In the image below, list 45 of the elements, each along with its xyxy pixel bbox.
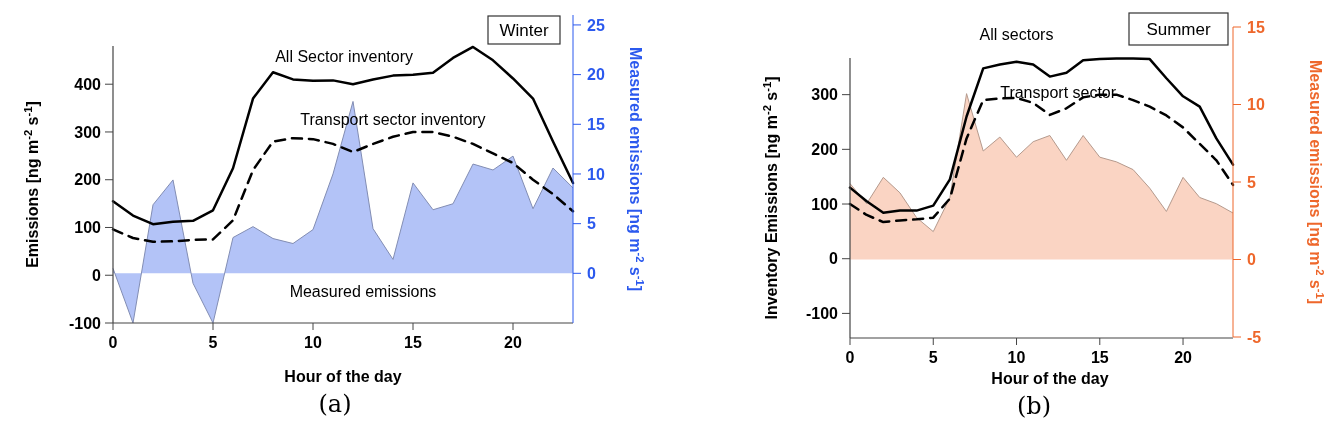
- y-tick-label: 300: [74, 123, 102, 141]
- series-label: All Sector inventory: [275, 48, 413, 66]
- y-tick-label: 400: [74, 75, 102, 93]
- line-series: [111, 45, 575, 226]
- x-axis-title: Hour of the day: [991, 370, 1109, 387]
- y2-tick-label: 0: [587, 264, 596, 282]
- x-tick-label: 5: [208, 334, 218, 351]
- y2-tick-label: 10: [587, 165, 605, 183]
- x-tick-label: 10: [1007, 349, 1026, 366]
- y2-tick-label: 25: [587, 16, 605, 34]
- x-tick-label: 20: [504, 334, 522, 351]
- y2-tick-label: 10: [1247, 96, 1265, 114]
- series-label: Transport sector inventory: [300, 110, 486, 128]
- x-axis-title: Hour of the day: [284, 368, 402, 385]
- y2-tick-label: 5: [1247, 173, 1256, 191]
- x-tick-label: 15: [404, 334, 422, 351]
- y-tick-label: 100: [811, 195, 839, 213]
- x-tick-label: 0: [845, 349, 855, 366]
- line-series: [111, 130, 575, 244]
- y-tick-label: 100: [74, 219, 102, 237]
- text: (b): [1016, 392, 1052, 420]
- x-tick-label: 0: [108, 334, 118, 351]
- x-tick-label: 10: [304, 334, 322, 351]
- text: Winter: [499, 20, 549, 40]
- y2-tick-label: 5: [587, 215, 596, 233]
- y2-tick-label: -5: [1247, 328, 1262, 346]
- x-tick-label: 5: [928, 349, 938, 366]
- y-tick-label: 200: [811, 140, 839, 158]
- y2-tick-label: 15: [1247, 18, 1265, 36]
- x-tick-label: 15: [1090, 349, 1109, 366]
- y-tick-label: 0: [92, 266, 102, 284]
- text: (a): [318, 390, 352, 418]
- y2-tick-label: 20: [587, 66, 605, 84]
- y-tick-label: -100: [68, 314, 102, 332]
- series-label: All sectors: [979, 25, 1054, 43]
- x-tick-label: 20: [1174, 349, 1193, 366]
- y-tick-label: 200: [74, 171, 102, 189]
- y-tick-label: 300: [811, 86, 839, 104]
- y2-tick-label: 0: [1247, 251, 1256, 269]
- text: Summer: [1146, 19, 1211, 39]
- y-tick-label: -100: [805, 304, 839, 322]
- y2-tick-label: 15: [587, 115, 605, 133]
- line-series: [848, 57, 1235, 215]
- series-label: Measured emissions: [289, 283, 437, 300]
- y-tick-label: 0: [829, 250, 839, 268]
